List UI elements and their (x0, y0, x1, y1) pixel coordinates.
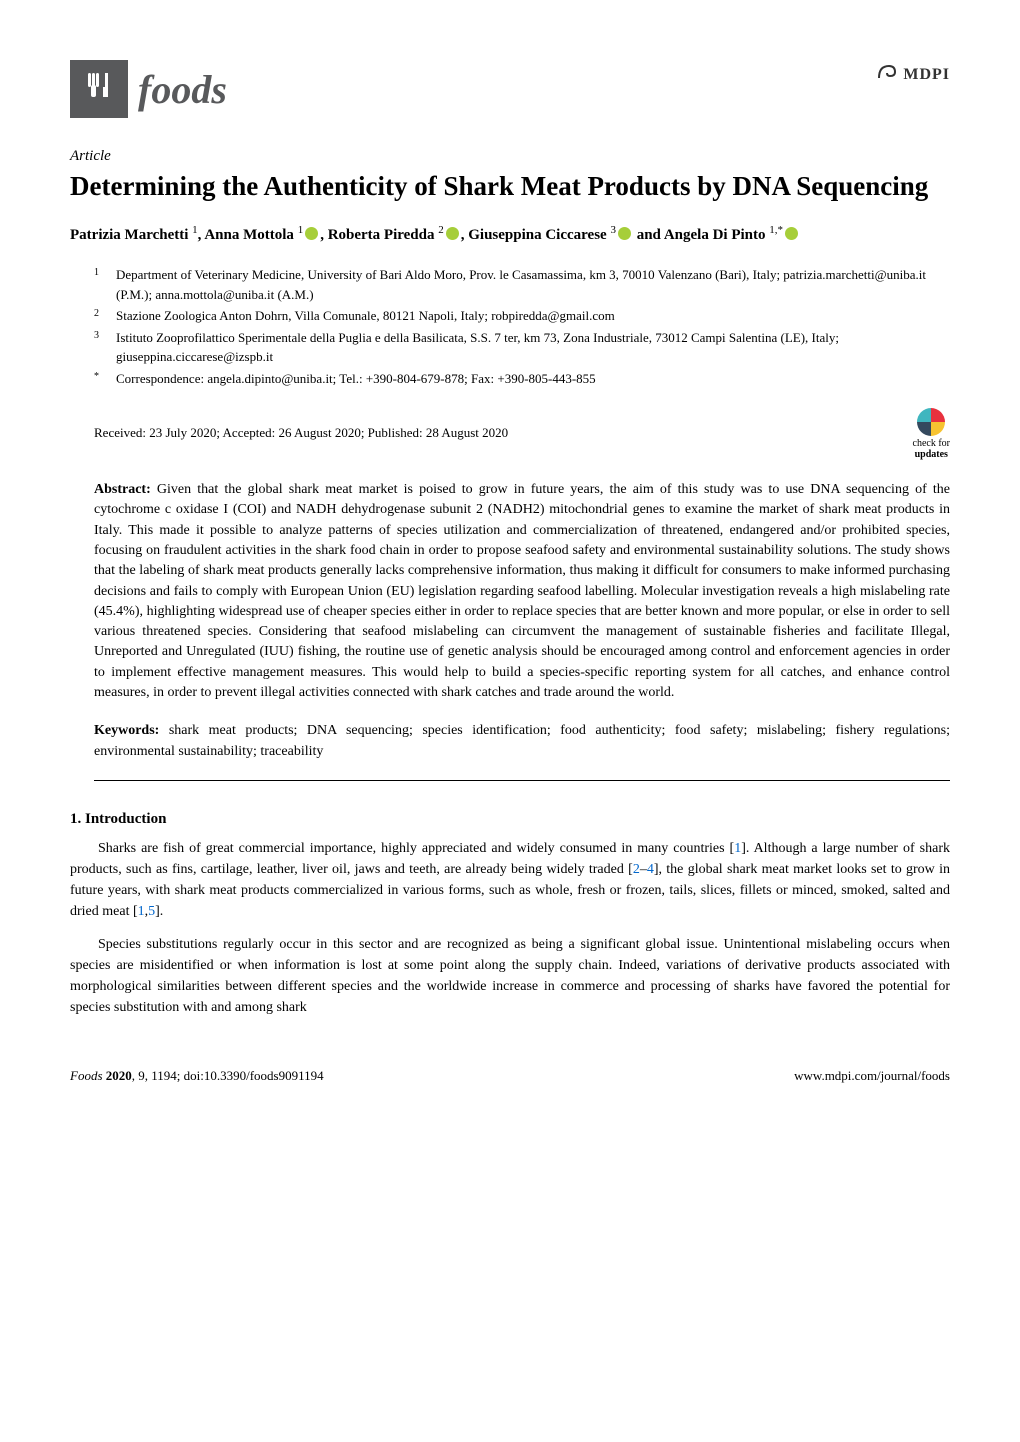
author-4: , Giuseppina Ciccarese (461, 227, 611, 243)
journal-name: foods (138, 66, 227, 113)
divider (94, 780, 950, 781)
cite-4[interactable]: 4 (647, 862, 654, 877)
affiliation-1-num: 1 (94, 265, 104, 304)
authors: Patrizia Marchetti 1, Anna Mottola 1, Ro… (70, 222, 950, 247)
article-title: Determining the Authenticity of Shark Me… (70, 169, 950, 204)
author-4-sup: 3 (610, 224, 616, 236)
check-for-updates[interactable]: check for updates (913, 406, 950, 460)
footer-rest: , 9, 1194; doi:10.3390/foods9091194 (132, 1068, 324, 1083)
p1-a: Sharks are fish of great commercial impo… (98, 841, 734, 856)
dates-text: Received: 23 July 2020; Accepted: 26 Aug… (94, 425, 508, 441)
footer-right[interactable]: www.mdpi.com/journal/foods (794, 1068, 950, 1084)
author-2-sup: 1 (298, 224, 304, 236)
orcid-icon[interactable] (618, 227, 631, 240)
intro-p1: Sharks are fish of great commercial impo… (70, 838, 950, 922)
affiliation-3-num: 3 (94, 328, 104, 367)
header-row: foods MDPI (70, 60, 950, 118)
affiliation-3: 3 Istituto Zooprofilattico Sperimentale … (94, 328, 950, 367)
affiliation-1: 1 Department of Veterinary Medicine, Uni… (94, 265, 950, 304)
check-updates-line2: updates (913, 449, 950, 460)
affiliation-corr: * Correspondence: angela.dipinto@uniba.i… (94, 369, 950, 389)
orcid-icon[interactable] (305, 227, 318, 240)
author-5-sup: 1,* (769, 224, 783, 236)
orcid-icon[interactable] (446, 227, 459, 240)
abstract-text: Given that the global shark meat market … (94, 482, 950, 700)
publisher-name: MDPI (903, 66, 950, 84)
author-5: and Angela Di Pinto (633, 227, 769, 243)
footer-left: Foods 2020, 9, 1194; doi:10.3390/foods90… (70, 1068, 324, 1084)
affiliation-2-text: Stazione Zoologica Anton Dohrn, Villa Co… (116, 306, 615, 326)
affiliation-1-text: Department of Veterinary Medicine, Unive… (116, 265, 950, 304)
affiliation-corr-num: * (94, 369, 104, 389)
abstract-label: Abstract: (94, 482, 151, 497)
p1-d: ]. (155, 904, 163, 919)
affiliation-corr-text: Correspondence: angela.dipinto@uniba.it;… (116, 369, 596, 389)
section-1-heading: 1. Introduction (70, 811, 950, 828)
logo-icon-box (70, 60, 128, 118)
keywords-label: Keywords: (94, 723, 159, 738)
keywords: Keywords: shark meat products; DNA seque… (94, 721, 950, 762)
cite-2[interactable]: 2 (633, 862, 640, 877)
author-1: Patrizia Marchetti (70, 227, 192, 243)
author-3: , Roberta Piredda (320, 227, 438, 243)
affiliations: 1 Department of Veterinary Medicine, Uni… (94, 265, 950, 388)
author-3-sup: 2 (438, 224, 444, 236)
cite-1b[interactable]: 1 (138, 904, 145, 919)
mdpi-text: MDPI (875, 60, 950, 90)
footer: Foods 2020, 9, 1194; doi:10.3390/foods90… (70, 1068, 950, 1084)
footer-journal: Foods (70, 1068, 106, 1083)
keywords-text: shark meat products; DNA sequencing; spe… (94, 723, 950, 758)
affiliation-2: 2 Stazione Zoologica Anton Dohrn, Villa … (94, 306, 950, 326)
journal-logo: foods (70, 60, 227, 118)
affiliation-3-text: Istituto Zooprofilattico Sperimentale de… (116, 328, 950, 367)
mdpi-swirl-icon (875, 60, 899, 90)
article-type: Article (70, 148, 950, 165)
affiliation-2-num: 2 (94, 306, 104, 326)
intro-p2: Species substitutions regularly occur in… (70, 934, 950, 1018)
mdpi-logo: MDPI (875, 60, 950, 90)
dates-row: Received: 23 July 2020; Accepted: 26 Aug… (94, 406, 950, 460)
check-updates-icon (915, 406, 947, 438)
fork-knife-icon (81, 67, 117, 111)
check-updates-line1: check for (913, 438, 950, 449)
orcid-icon[interactable] (785, 227, 798, 240)
abstract: Abstract: Given that the global shark me… (94, 480, 950, 703)
footer-year: 2020 (106, 1068, 132, 1083)
author-2: , Anna Mottola (198, 227, 298, 243)
p1-dash: – (640, 862, 647, 877)
